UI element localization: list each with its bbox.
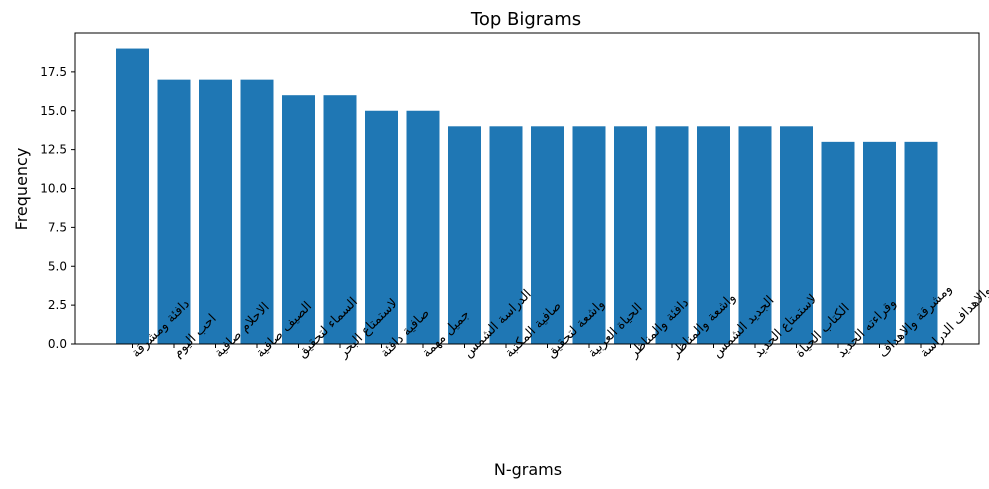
y-tick-label: 17.5 — [40, 65, 67, 79]
bar-6 — [323, 95, 357, 344]
y-tick-label: 15.0 — [40, 104, 67, 118]
bar-4 — [240, 79, 274, 345]
bar-2 — [157, 79, 191, 345]
y-tick-label: 12.5 — [40, 143, 67, 157]
bar-16 — [738, 126, 772, 344]
bar-9 — [448, 126, 481, 344]
bar-5 — [282, 95, 315, 344]
bar-20 — [904, 141, 938, 344]
y-tick-label: 2.5 — [48, 298, 67, 312]
bar-8 — [406, 110, 440, 344]
bar-14 — [655, 126, 689, 344]
bar-7 — [365, 110, 398, 344]
bar-13 — [614, 126, 647, 344]
bar-15 — [697, 126, 730, 344]
bar-10 — [489, 126, 523, 344]
y-axis-label: Frequency — [12, 148, 31, 231]
plot-frame — [74, 32, 980, 345]
y-tick-label: 7.5 — [48, 220, 67, 234]
bar-18 — [821, 141, 855, 344]
bar-1 — [116, 48, 149, 345]
y-tick-label: 10.0 — [40, 182, 67, 196]
bar-3 — [199, 79, 232, 345]
bars-group — [116, 48, 938, 345]
y-tick-label: 0.0 — [48, 337, 67, 351]
bar-17 — [780, 126, 813, 344]
y-tick-label: 5.0 — [48, 259, 67, 273]
y-axis: 0.0 2.5 5.0 7.5 10.0 12.5 15.0 17.5 — [40, 65, 75, 351]
bar-11 — [531, 126, 564, 344]
bar-12 — [572, 126, 606, 344]
bar-19 — [863, 141, 896, 344]
chart-title: Top Bigrams — [470, 9, 581, 30]
x-axis-label: N-grams — [494, 460, 562, 479]
